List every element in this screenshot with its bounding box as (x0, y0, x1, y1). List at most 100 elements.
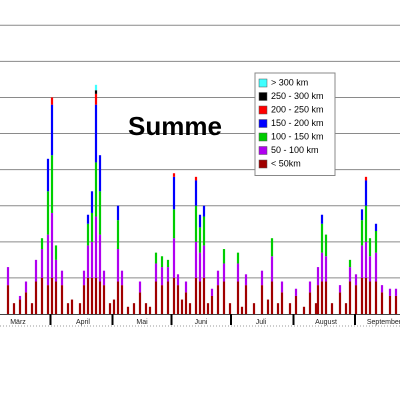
bar-segment (160, 285, 164, 314)
x-tick-label: August (315, 319, 337, 326)
bar-segment (90, 191, 94, 213)
bar-segment (94, 216, 98, 278)
bar-segment (116, 220, 120, 250)
bar-segment (244, 274, 248, 286)
bar-segment (294, 295, 298, 314)
bar-segment (154, 252, 158, 264)
bar-segment (18, 295, 22, 300)
bar-segment (94, 93, 98, 105)
bar-segment (348, 259, 352, 268)
bar-segment (194, 277, 198, 314)
x-tick-label: Juni (195, 319, 208, 326)
bar-segment (126, 306, 130, 314)
bar-segment (202, 205, 206, 217)
legend-label: 200 - 250 km (271, 104, 324, 114)
legend-swatch (258, 78, 268, 88)
bar-segment (324, 256, 328, 282)
bar-segment (294, 288, 298, 296)
bar-segment (6, 285, 10, 314)
bar-segment (244, 285, 248, 314)
legend-swatch (258, 105, 268, 115)
bar-segment (198, 252, 202, 282)
legend-swatch (258, 132, 268, 142)
bar-segment (50, 104, 54, 156)
bar-segment (94, 84, 98, 91)
bar-segment (360, 245, 364, 278)
bar-segment (172, 173, 176, 177)
bar-segment (320, 252, 324, 282)
bar-segment (120, 270, 124, 286)
bar-segment (194, 180, 198, 206)
bar-segment (40, 238, 44, 250)
bar-segment (50, 97, 54, 105)
bar-segment (260, 285, 264, 314)
bar-segment (316, 285, 320, 314)
bar-segment (368, 256, 372, 282)
x-tick-label: Juli (256, 319, 267, 326)
bar-segment (270, 238, 274, 257)
bar-segment (78, 303, 82, 314)
bar-segment (222, 281, 226, 314)
legend-swatch (258, 119, 268, 128)
bar-segment (360, 277, 364, 314)
bar-segment (12, 303, 16, 314)
bar-segment (54, 259, 58, 282)
bar-segment (172, 238, 176, 278)
bar-segment (348, 267, 352, 282)
bar-segment (176, 285, 180, 314)
bar-segment (166, 259, 170, 268)
bar-segment (374, 281, 378, 314)
bar-segment (198, 281, 202, 314)
bar-segment (222, 249, 226, 264)
x-tick-label: März (10, 319, 26, 326)
bar-segment (70, 299, 74, 314)
bar-segment (198, 227, 202, 253)
bar-segment (374, 223, 378, 231)
bar-segment (90, 212, 94, 242)
bar-segment (194, 241, 198, 278)
bar-segment (374, 252, 378, 282)
bar-segment (98, 281, 102, 314)
bar-segment (34, 281, 38, 314)
bar-segment (34, 259, 38, 282)
bar-segment (368, 238, 372, 257)
bar-segment (260, 270, 264, 286)
bar-segment (210, 295, 214, 314)
bar-segment (166, 281, 170, 314)
legend-swatch (258, 159, 268, 169)
bar-segment (374, 230, 378, 253)
bar-segment (46, 285, 50, 314)
bar-segment (380, 292, 384, 314)
bar-segment (202, 245, 206, 278)
bar-segment (138, 292, 142, 314)
bar-segment (60, 285, 64, 314)
bar-segment (160, 267, 164, 286)
bar-segment (368, 281, 372, 314)
bar-segment (50, 277, 54, 314)
legend-swatch (258, 146, 268, 155)
bar-segment (172, 277, 176, 314)
bar-segment (388, 295, 392, 314)
bar-segment (316, 267, 320, 286)
bar-segment (380, 285, 384, 293)
bar-segment (330, 303, 334, 314)
bar-segment (172, 176, 176, 210)
bar-segment (206, 303, 210, 314)
bar-segment (394, 295, 398, 314)
bar-segment (216, 285, 220, 314)
bar-segment (222, 263, 226, 282)
bar-segment (166, 267, 170, 282)
bar-segment (86, 277, 90, 314)
bar-segment (148, 306, 152, 314)
bar-segment (236, 263, 240, 282)
bar-segment (180, 299, 184, 314)
bar-segment (102, 270, 106, 286)
bar-segment (112, 299, 116, 314)
bar-segment (280, 281, 284, 293)
bar-segment (236, 252, 240, 264)
bar-segment (116, 205, 120, 221)
x-tick-label: April (76, 319, 90, 326)
bar-segment (194, 176, 198, 181)
